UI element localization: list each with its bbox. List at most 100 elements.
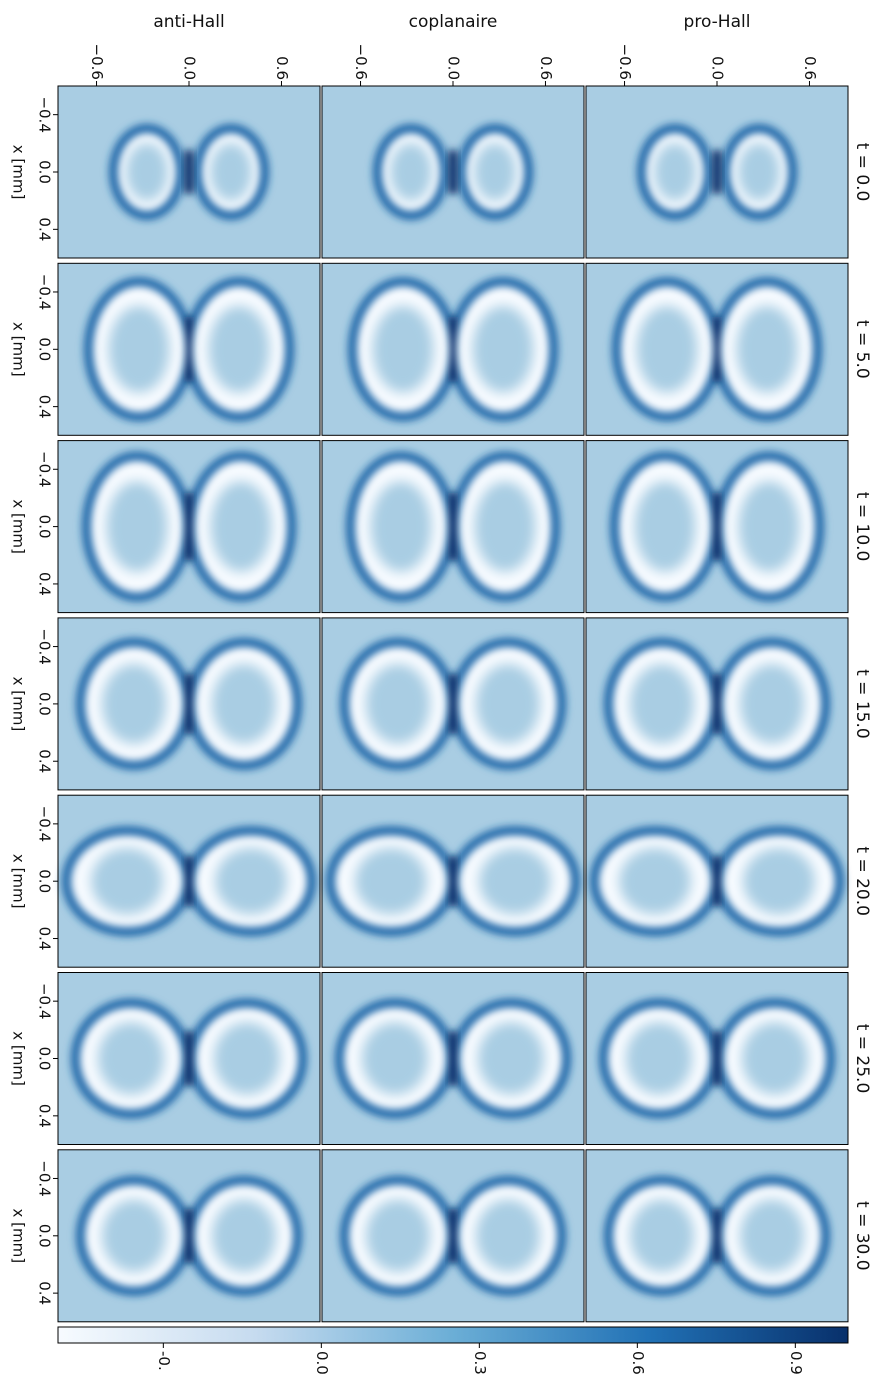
ring-inner	[619, 848, 691, 915]
x-tick-label: 0.0	[36, 337, 54, 361]
ring-inner	[366, 664, 430, 744]
x-tick-label: 0.4	[36, 572, 54, 596]
y-tick-label: 0.6	[801, 56, 819, 80]
x-tick-label: 0.4	[36, 395, 54, 419]
ring-inner	[215, 848, 287, 915]
core	[184, 316, 194, 382]
x-tick-label: −0.4	[36, 1160, 54, 1196]
panel-frame	[57, 617, 321, 791]
core	[184, 1208, 194, 1263]
panel-frame	[585, 972, 849, 1145]
x-tick-label: −0.4	[36, 983, 54, 1019]
ring-inner	[212, 664, 276, 744]
y-tick-label: −0.6	[616, 44, 634, 80]
row-label: t = 10.0	[852, 492, 872, 562]
panel-frame	[585, 262, 849, 436]
field-panel	[585, 794, 849, 968]
ring-inner	[654, 143, 696, 201]
colorbar-tick-label: -0.	[155, 1351, 173, 1371]
panel-frame	[321, 794, 585, 968]
ring-inner	[636, 306, 698, 393]
x-axis-label: x [mm]	[10, 1209, 28, 1264]
panel-frame	[321, 85, 585, 259]
field-panel	[585, 617, 849, 791]
row-label: t = 5.0	[852, 320, 872, 379]
x-tick-label: −0.4	[36, 628, 54, 664]
row-label: t = 30.0	[852, 1201, 872, 1271]
x-axis-label: x [mm]	[10, 145, 28, 200]
core	[448, 1031, 458, 1086]
x-axis-label: x [mm]	[10, 322, 28, 377]
colorbar	[57, 1326, 849, 1344]
y-tick-label: 0.0	[181, 56, 199, 80]
field-panel	[321, 85, 585, 259]
field-panel	[321, 972, 585, 1145]
field-panel	[321, 440, 585, 614]
x-tick-label: 0.4	[36, 1104, 54, 1128]
field-panel	[585, 972, 849, 1145]
core	[448, 150, 458, 194]
x-tick-label: −0.4	[36, 806, 54, 842]
core	[448, 674, 458, 734]
panel-frame	[57, 85, 321, 259]
ring-inner	[474, 481, 536, 572]
y-tick-label: −0.6	[352, 44, 370, 80]
field-panel	[57, 1149, 321, 1323]
ring-inner	[372, 306, 434, 393]
field-panel	[57, 617, 321, 791]
x-tick-label: 0.0	[36, 1224, 54, 1248]
row-label: t = 0.0	[852, 143, 872, 202]
field-panel	[57, 85, 321, 259]
field-panel	[321, 794, 585, 968]
x-tick-label: 0.4	[36, 217, 54, 241]
ring-inner	[210, 481, 272, 572]
core	[184, 492, 194, 561]
colorbar-tick-label: 0.3	[471, 1351, 489, 1375]
x-tick-label: −0.4	[36, 274, 54, 310]
ring-inner	[212, 1199, 276, 1272]
ring-inner	[126, 143, 168, 201]
field-panel	[57, 262, 321, 436]
panel-frame	[585, 85, 849, 259]
field-panel	[585, 262, 849, 436]
field-panel	[57, 440, 321, 614]
ring-inner	[634, 481, 696, 572]
x-tick-label: 0.0	[36, 1047, 54, 1071]
x-tick-label: 0.0	[36, 692, 54, 716]
ring-inner	[355, 848, 427, 915]
core	[448, 316, 458, 382]
ring-inner	[626, 1022, 692, 1095]
core	[448, 1208, 458, 1263]
panel-frame	[585, 794, 849, 968]
panel-frame	[585, 617, 849, 791]
row-label: t = 20.0	[852, 846, 872, 916]
ring-inner	[98, 1022, 164, 1095]
ring-inner	[390, 143, 432, 201]
core	[712, 150, 722, 194]
y-tick-label: −0.6	[88, 44, 106, 80]
core	[712, 856, 722, 906]
core	[184, 674, 194, 734]
ring-inner	[474, 143, 516, 201]
field-panel	[57, 794, 321, 968]
core	[712, 674, 722, 734]
ring-inner	[102, 664, 166, 744]
column-title: anti-Hall	[153, 12, 224, 32]
panel-frame	[321, 1149, 585, 1323]
ring-inner	[362, 1022, 428, 1095]
ring-inner	[630, 664, 694, 744]
panel-frame	[57, 1149, 321, 1323]
panel-frame	[321, 617, 585, 791]
ring-inner	[370, 481, 432, 572]
x-axis-label: x [mm]	[10, 677, 28, 732]
panel-frame	[57, 262, 321, 436]
x-axis-label: x [mm]	[10, 1031, 28, 1086]
panel-frame	[585, 1149, 849, 1323]
panel-frame	[57, 972, 321, 1145]
field-panel	[585, 440, 849, 614]
colorbar-tick-label: 0.9	[787, 1351, 805, 1375]
colorbar-tick-label: 0.0	[313, 1351, 331, 1375]
x-axis-label: x [mm]	[10, 854, 28, 909]
colorbar-tick-label: 0.6	[629, 1351, 647, 1375]
ring-inner	[630, 1199, 694, 1272]
